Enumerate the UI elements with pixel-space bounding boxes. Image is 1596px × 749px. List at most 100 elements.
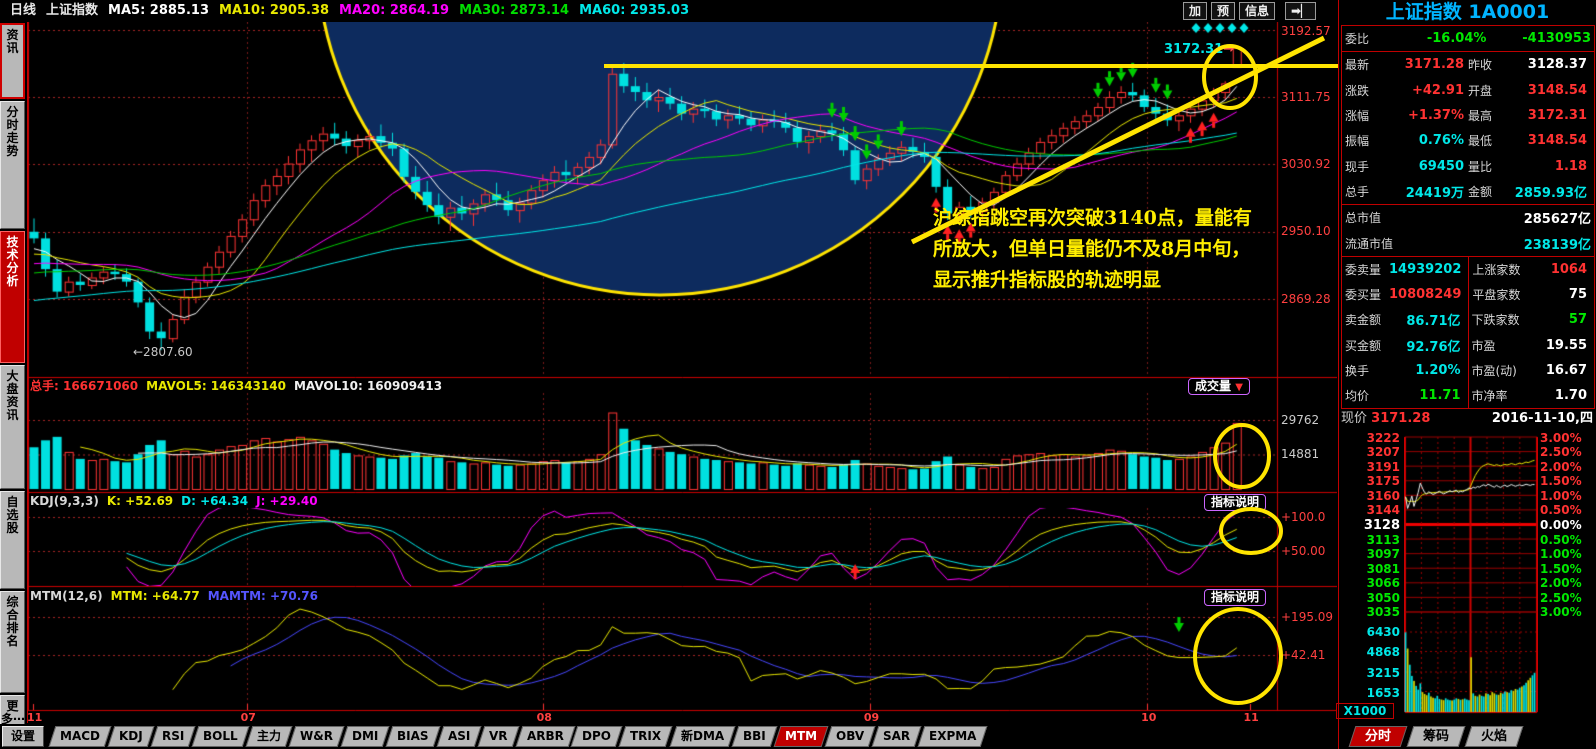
quote-row: 振幅 0.76% 最低 3148.54 [1345,133,1587,149]
indicator-tab-SAR[interactable]: SAR [871,726,922,747]
quote-row: 总市值 285627亿 [1345,211,1591,228]
quote-row: 委卖量 14939202 上涨家数 1064 [1342,256,1594,282]
current-price-row: 现价 3171.28 2016-11-10,四 [1341,408,1593,430]
main-chart-canvas[interactable] [28,22,1337,724]
pane-y-label: +195.09 [1281,610,1334,624]
annotation-line: 显示推升指标股的轨迹明显 [933,269,1162,291]
quote-row: 涨跌 +42.91 开盘 3148.54 [1345,82,1587,98]
indicator-tab-主力[interactable]: 主力 [245,726,293,747]
mini-price-label: 3175 [1366,474,1400,489]
mini-pct-label: 2.50% [1540,445,1582,460]
label: K: +52.69 [106,494,174,508]
toolbar-label: 上证指数 [46,3,99,18]
volume-pane-header: 总手: 166671060 MAVOL5: 146343140 MAVOL10: 1… [30,378,450,394]
sidebar-item-2[interactable]: 技术分析 [0,231,25,363]
sidebar-item-3[interactable]: 大盘资讯 [0,365,25,489]
mini-vol-label: 4868 [1366,645,1400,659]
panel-toggle-icon[interactable]: ➡▏ [1285,2,1317,20]
mini-pct-label: 0.50% [1540,503,1582,518]
main-y-label: 2869.28 [1281,292,1331,306]
sidebar-item-1[interactable]: 分时走势 [0,101,25,229]
mini-pct-label: 2.00% [1540,459,1582,474]
mini-price-label: 3160 [1366,488,1400,503]
analyst-annotation: 沪综指跳空再次突破3140点，量能有 所放大，但单日量能仍不及8月中旬， 显示推… [933,203,1333,296]
intraday-tab-火焰[interactable]: 火焰 [1464,726,1524,747]
mini-price-label: 3066 [1366,576,1400,591]
indicator-tab-W&R[interactable]: W&R [288,726,345,747]
quote-row: 均价 11.71 市净率 1.70 [1342,383,1594,409]
toolbar-label: MA60: 2935.03 [579,3,690,18]
sidebar-item-0[interactable]: 资讯 [0,23,25,99]
label: MAVOL10: 160909413 [293,379,443,393]
volume-dropdown-label: 成交量 [1195,379,1232,393]
main-y-label: 3192.57 [1281,24,1331,38]
quote-row: 现手 69450 量比 1.18 [1345,158,1587,174]
indicator-tab-RSI[interactable]: RSI [150,726,196,747]
mini-pct-label: 3.00% [1540,430,1582,445]
high-price-callout: 3172.31→ [1164,42,1235,57]
indicator-tab-ASI[interactable]: ASI [436,726,482,747]
mini-price-label: 3128 [1363,517,1400,533]
indicator-tab-bar: 设置 MACD KDJ RSI BOLL 主力 W&R DMI BIAS ASI VR ARBR DP… [0,724,1340,749]
toolbar-button-2[interactable]: 信息 [1239,2,1276,20]
indicator-tab-DPO[interactable]: DPO [571,726,623,747]
mini-vol-label: 1653 [1366,686,1400,700]
intraday-tab-分时[interactable]: 分时 [1348,726,1408,747]
indicator-tab-KDJ[interactable]: KDJ [107,726,155,747]
toolbar-label: MA10: 2905.38 [219,3,330,18]
quote-row: 总手 24419万 金额 2859.93亿 [1345,184,1587,201]
label: MAVOL5: 146343140 [146,379,286,393]
mini-price-label: 3097 [1366,547,1400,562]
dropdown-arrow-icon: ▼ [1235,382,1243,393]
quote-row-weibi: 委比 -16.04% -4130953 [1345,31,1591,47]
label: D: +64.34 [181,494,249,508]
month-label: 11 [26,711,43,724]
quote-row: 流通市值 238139亿 [1345,236,1591,253]
label: MAMTM: +70.76 [207,589,319,603]
month-label: 09 [863,711,880,724]
kdj-help-button[interactable]: 指标说明 [1204,494,1267,511]
mini-price-label: 3222 [1366,430,1400,445]
indicator-tab-BIAS[interactable]: BIAS [385,726,441,747]
volume-unit-label: X1000 [1336,703,1394,719]
month-label: 11 [1243,711,1259,724]
mini-pct-label: 0.00% [1540,517,1582,532]
intraday-tab-筹码[interactable]: 筹码 [1406,726,1466,747]
indicator-tab-MTM[interactable]: MTM [773,726,829,747]
main-y-label: 3030.92 [1281,157,1331,171]
toolbar-button-1[interactable]: 预 [1211,2,1236,20]
indicator-tab-ARBR[interactable]: ARBR [515,726,575,747]
indicator-tab-VR[interactable]: VR [477,726,519,747]
volume-indicator-dropdown[interactable]: 成交量 ▼ [1188,378,1250,395]
pane-y-label: +42.41 [1281,648,1326,662]
settings-button[interactable]: 设置 [2,726,44,747]
annotation-line: 所放大，但单日量能仍不及8月中旬， [933,238,1251,260]
indicator-tabs: MACD KDJ RSI BOLL 主力 W&R DMI BIAS ASI VR ARBR DPO TR… [48,726,988,747]
mini-price-label: 3191 [1366,459,1400,474]
indicator-tab-BOLL[interactable]: BOLL [191,726,250,747]
pane-y-label: 14881 [1281,447,1320,461]
toolbar-button-0[interactable]: 加 [1183,2,1208,20]
indicator-tab-TRIX[interactable]: TRIX [619,726,674,747]
kdj-pane-header: KDJ(9,3,3) K: +52.69 D: +64.34 J: +29.40 [30,493,326,509]
mini-price-label: 3113 [1366,532,1400,547]
mini-pct-label: 1.00% [1540,488,1582,503]
toolbar-label: MA30: 2873.14 [459,3,570,18]
mini-pct-label: 3.00% [1540,605,1582,620]
indicator-tab-BBI[interactable]: BBI [731,726,777,747]
sidebar-item-4[interactable]: 自选股 [0,491,25,589]
index-title: 上证指数 1A0001 [1385,1,1550,23]
sidebar-item-5[interactable]: 综合排名 [0,591,25,693]
indicator-tab-新DMA[interactable]: 新DMA [669,726,736,747]
indicator-tab-DMI[interactable]: DMI [340,726,390,747]
indicator-tab-EXPMA[interactable]: EXPMA [917,726,988,747]
intraday-chart-canvas[interactable] [1404,432,1538,714]
label: MTM: +64.77 [110,589,200,603]
indicator-tab-OBV[interactable]: OBV [824,726,876,747]
mtm-help-button[interactable]: 指标说明 [1204,589,1267,606]
pane-y-label: +100.0 [1281,510,1326,524]
low-price-callout: ←2807.60 [133,345,193,359]
mini-vol-label: 3215 [1366,666,1400,680]
indicator-tab-MACD[interactable]: MACD [48,726,112,747]
